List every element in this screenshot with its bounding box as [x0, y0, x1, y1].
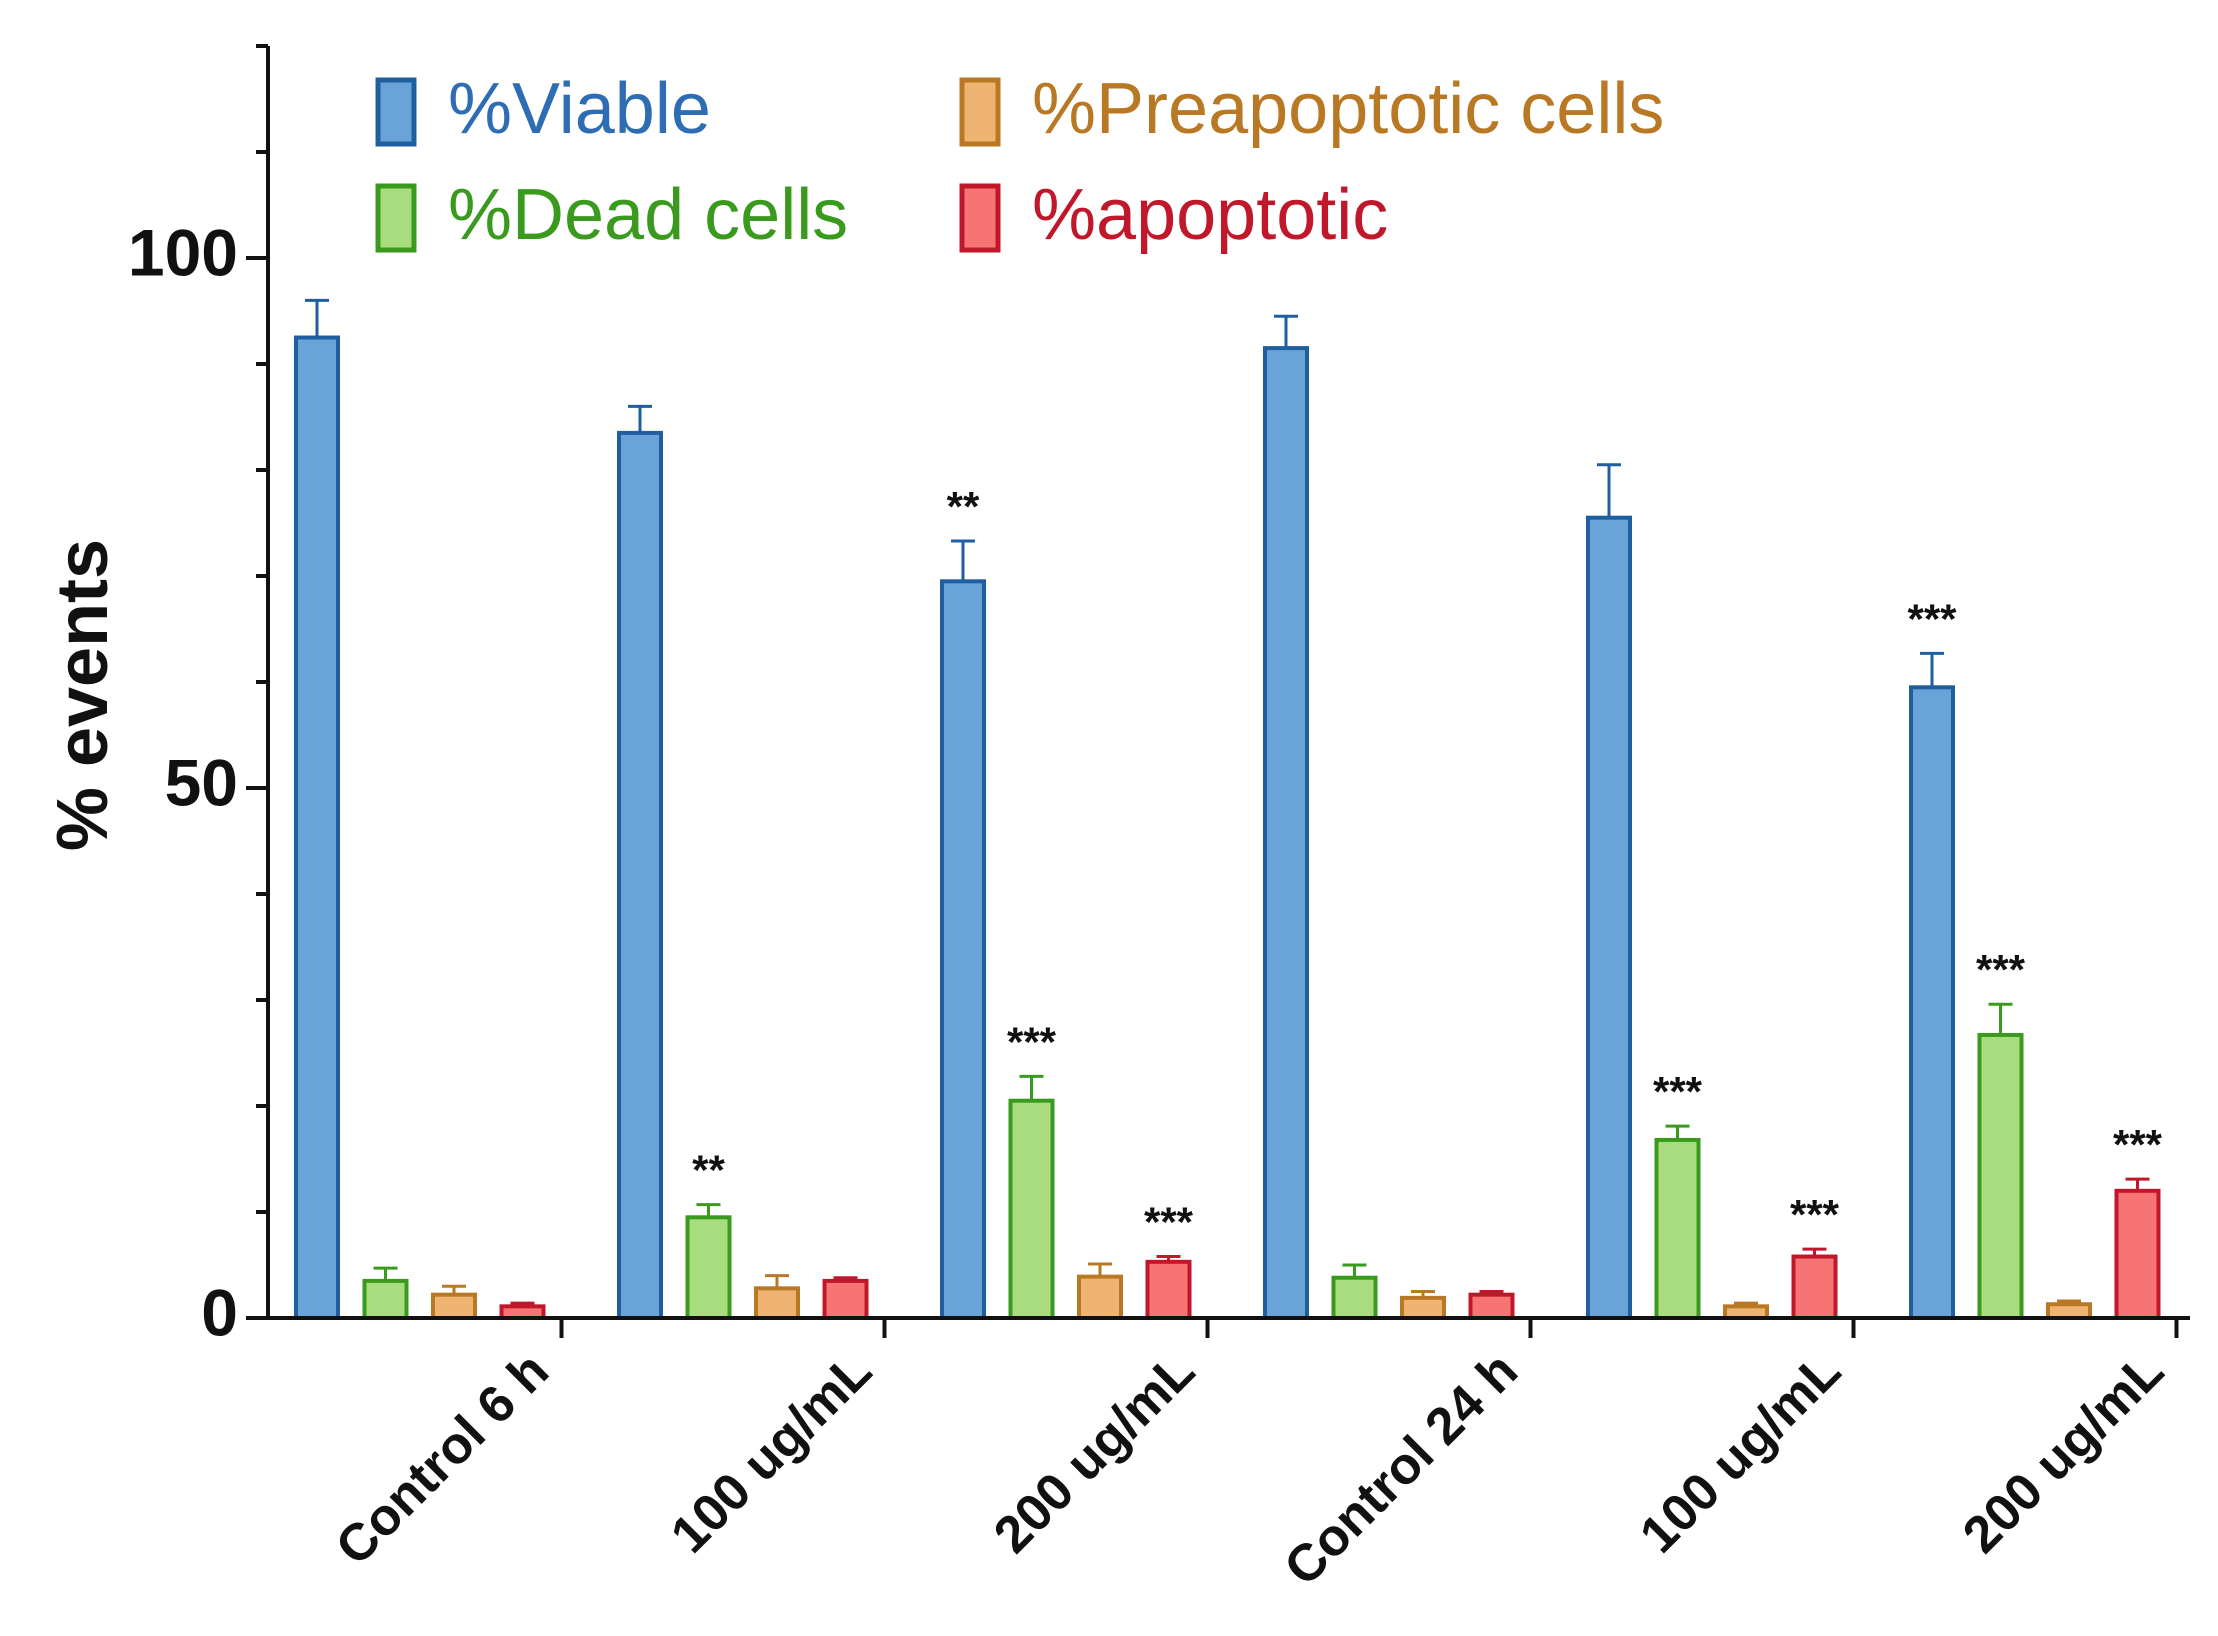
significance-marker: ***: [1144, 1199, 1194, 1246]
x-tick-label: 200 ug/mL: [983, 1341, 1206, 1564]
legend-swatch-dead-cells: [375, 183, 417, 253]
bar-preapoptotic-cells-1: [431, 1292, 477, 1321]
bar-apoptotic-5: [1791, 1254, 1838, 1321]
bar-apoptotic-2: [822, 1278, 869, 1321]
bar-viable-1: [294, 335, 340, 1320]
bar-preapoptotic-cells-3: [1077, 1274, 1123, 1321]
significance-layer: ******************* ******: [692, 483, 2163, 1246]
significance-marker: ***: [1653, 1068, 1703, 1115]
bar-apoptotic-4: [1468, 1292, 1515, 1321]
bar-apoptotic-3: [1145, 1259, 1192, 1320]
bar-preapoptotic-cells-4: [1400, 1295, 1446, 1320]
significance-marker: ***: [2113, 1121, 2163, 1168]
x-tick-label: 100 ug/mL: [660, 1341, 883, 1564]
bar-dead-cells-4: [1331, 1275, 1378, 1320]
bar-preapoptotic-cells-6: [2046, 1302, 2092, 1320]
bar-dead-cells-6: [1977, 1032, 2024, 1320]
legend-label-viable: %Viable: [448, 69, 711, 149]
legend: %Viable %Preapoptotic cells %Dead cells %ap…: [375, 69, 1664, 255]
bar-viable-5: [1586, 515, 1632, 1320]
legend-label-preapoptotic-cells: %Preapoptotic cells: [1032, 69, 1664, 149]
significance-marker: ***: [1907, 595, 1957, 642]
x-tick-label: 100 ug/mL: [1629, 1341, 1852, 1564]
significance-marker: ***: [1976, 946, 2026, 993]
bar-preapoptotic-cells-2: [754, 1286, 800, 1320]
significance-marker: **: [692, 1147, 725, 1194]
legend-label-dead-cells: %Dead cells: [448, 175, 848, 255]
significance-marker: ***: [1007, 1018, 1057, 1065]
bar-dead-cells-5: [1654, 1137, 1701, 1321]
x-tick-label: 200 ug/mL: [1952, 1341, 2175, 1564]
y-axis-title: % events: [43, 539, 123, 851]
bar-dead-cells-2: [685, 1215, 732, 1321]
significance-marker: ***: [1790, 1191, 1840, 1238]
y-tick-label: 0: [201, 1275, 238, 1349]
bar-apoptotic-6: [2114, 1188, 2161, 1321]
bars-layer: [294, 335, 2161, 1321]
legend-label-apoptotic: %apoptotic: [1032, 175, 1388, 255]
bar-viable-2: [617, 430, 663, 1320]
legend-swatch-viable: [375, 77, 417, 147]
error-bars-layer: [305, 298, 2150, 1307]
bar-viable-4: [1263, 346, 1309, 1321]
bar-dead-cells-1: [362, 1278, 409, 1321]
y-ticks: 0 50 100: [128, 44, 268, 1349]
legend-swatch-preapoptotic-cells: [959, 77, 1001, 147]
bar-viable-3: [940, 579, 986, 1320]
x-ticks: Control 6 h 100 ug/mL 200 ug/mL Control 24 …: [325, 1318, 2179, 1597]
x-tick-label: Control 6 h: [325, 1341, 560, 1576]
y-tick-label: 50: [165, 745, 238, 819]
bar-viable-6: [1909, 685, 1955, 1320]
legend-swatch-apoptotic: [959, 183, 1001, 253]
x-tick-label: Control 24 h: [1273, 1341, 1529, 1597]
y-tick-label: 100: [128, 215, 238, 289]
significance-marker: **: [947, 483, 980, 530]
bar-dead-cells-3: [1008, 1098, 1055, 1320]
